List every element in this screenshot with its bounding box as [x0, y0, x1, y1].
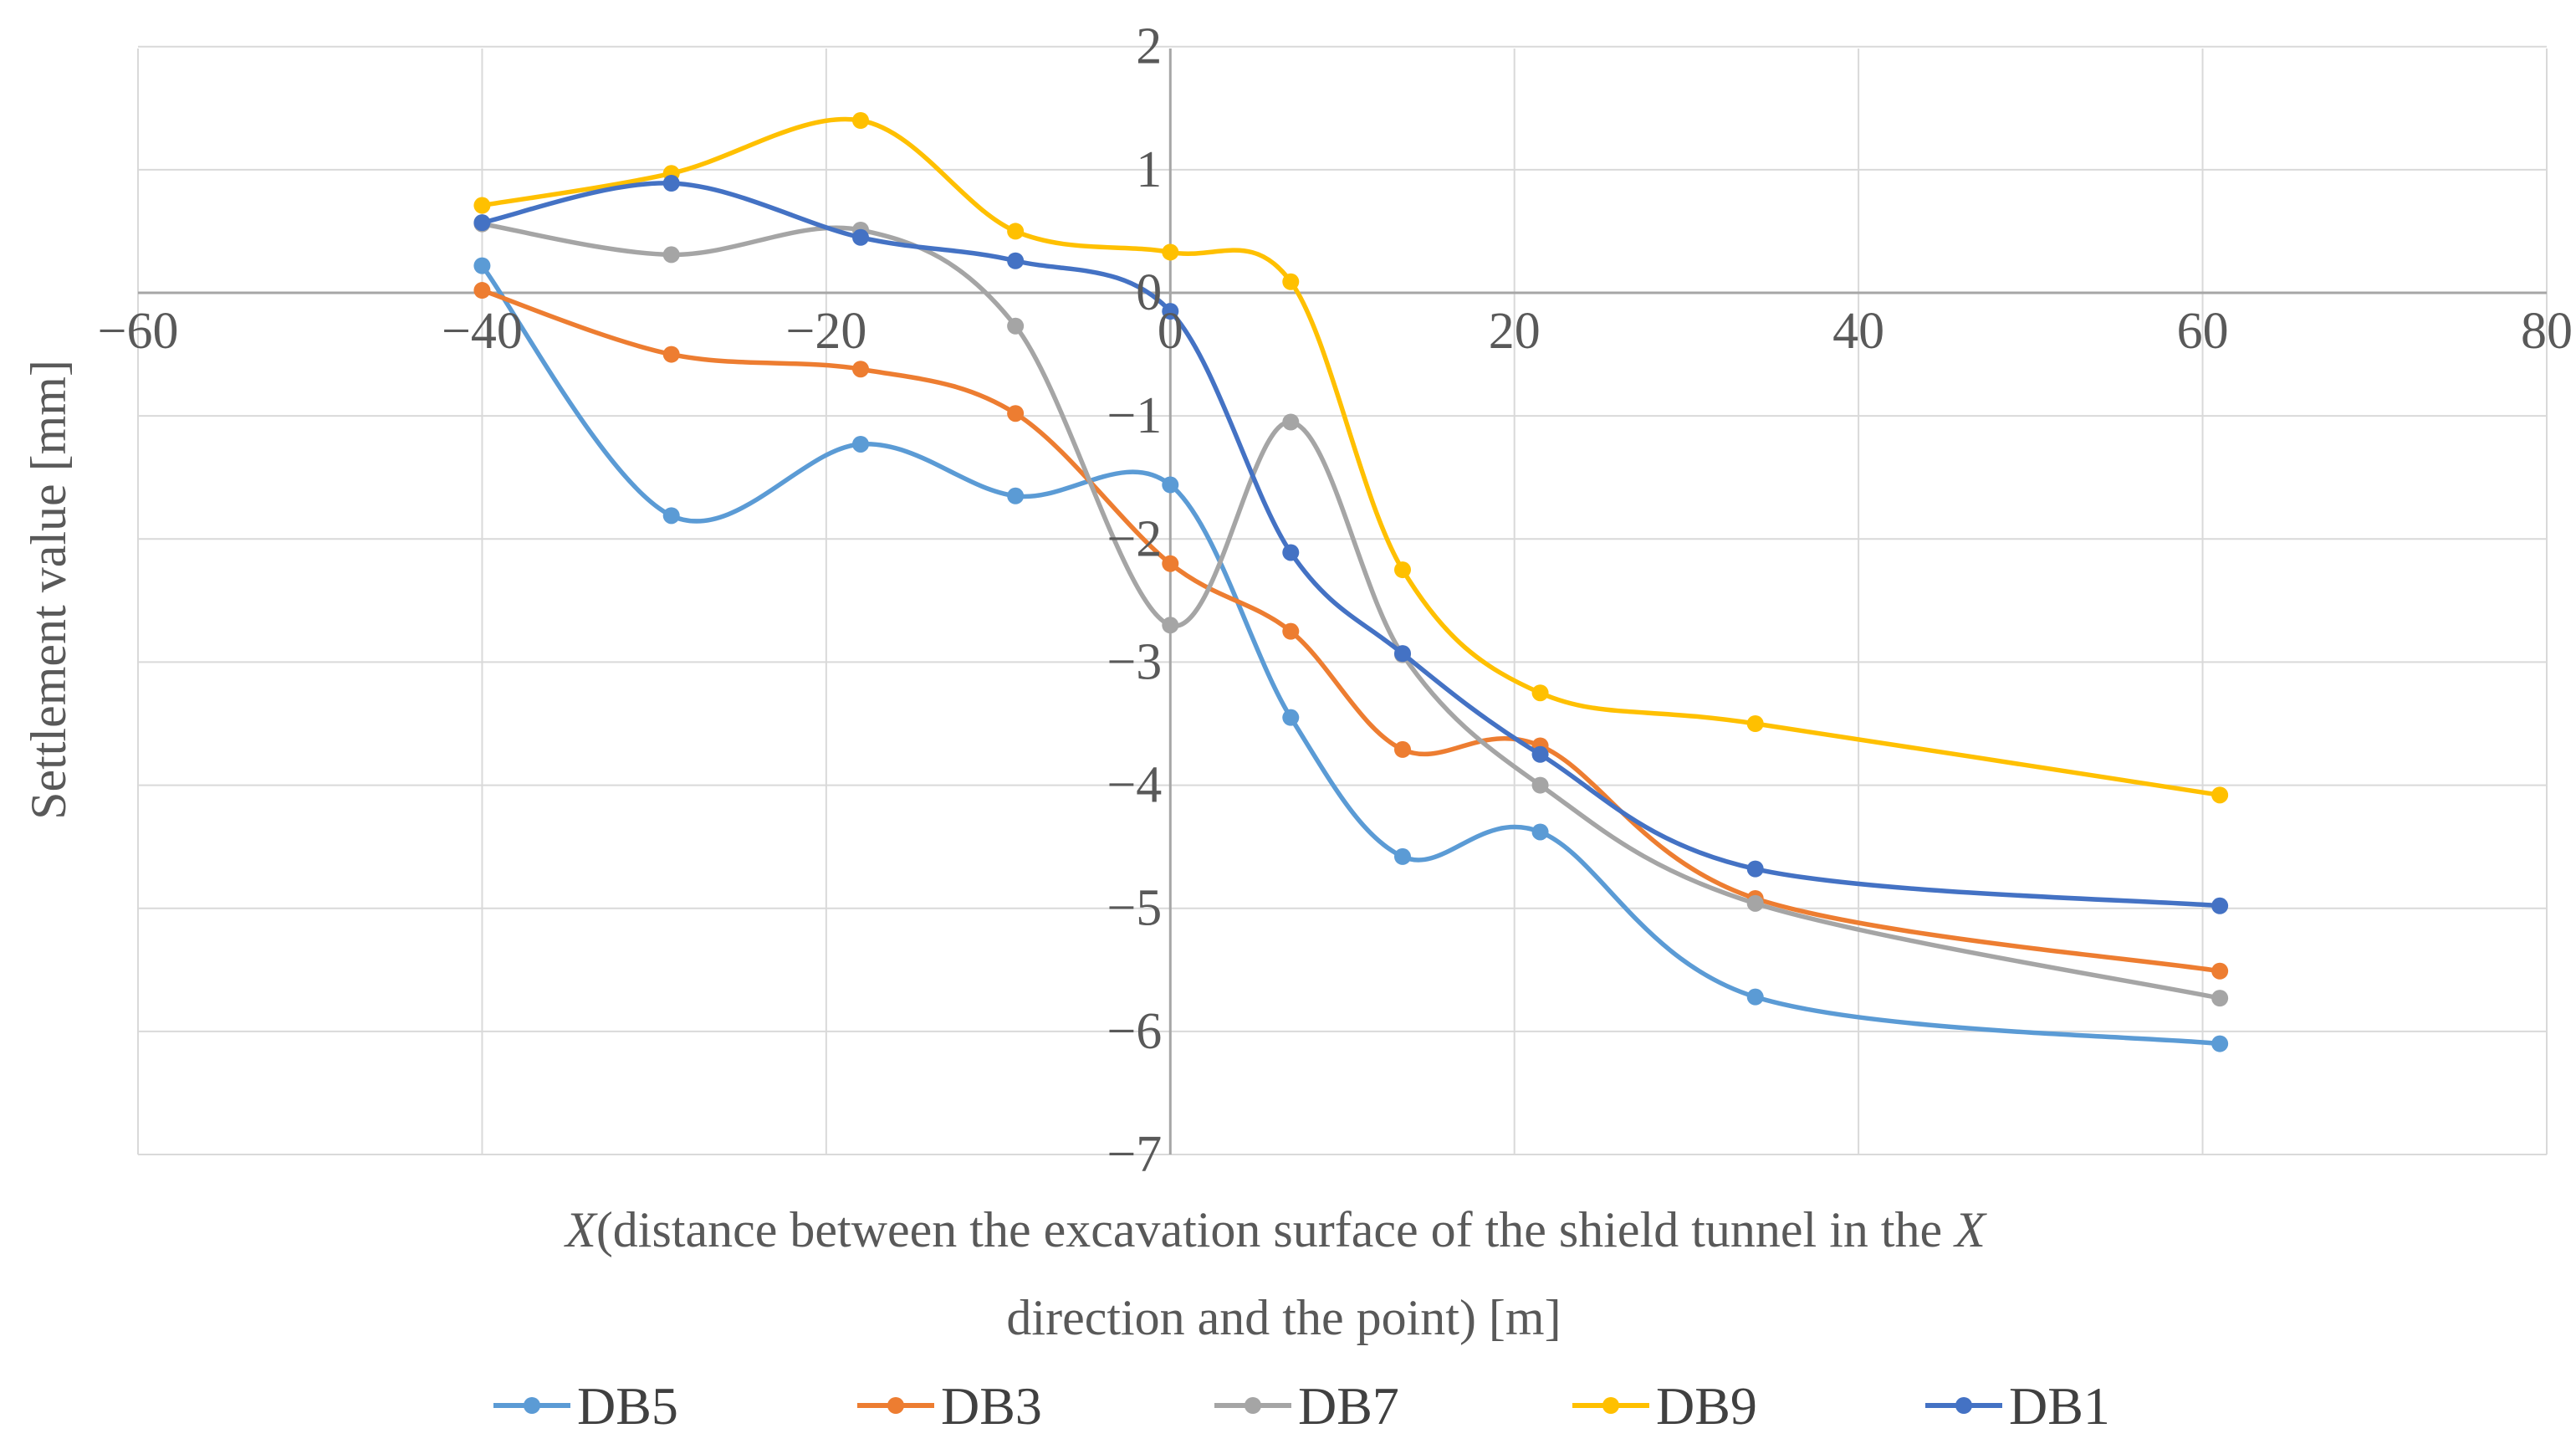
data-point-db9	[1282, 273, 1300, 290]
series-line-db7	[479, 221, 2222, 1001]
data-point-db9	[2211, 786, 2229, 804]
data-point-db9	[1394, 561, 1411, 579]
legend-swatch-marker	[1955, 1397, 1972, 1414]
data-point-db7	[2211, 990, 2229, 1007]
legend-item-db5: DB5	[493, 1376, 678, 1436]
data-point-db3	[473, 282, 491, 300]
legend-swatch-marker	[887, 1397, 904, 1414]
data-point-db5	[1282, 709, 1300, 726]
series-db5	[473, 257, 2229, 1052]
data-point-db5	[2211, 1035, 2229, 1052]
plot-area	[138, 49, 2547, 1154]
series-db1	[473, 175, 2229, 914]
legend-label: DB5	[577, 1376, 678, 1436]
series-db9	[473, 112, 2229, 804]
data-point-db9	[1531, 684, 1549, 702]
data-point-db5	[1394, 847, 1411, 865]
x-tick-label: −40	[442, 303, 523, 360]
data-point-db1	[852, 228, 869, 246]
legend: DB5 DB3 DB7 DB9 DB1	[493, 1376, 2110, 1436]
data-point-db5	[1007, 487, 1025, 504]
data-point-db1	[1531, 745, 1549, 763]
y-tick-label: −4	[1107, 757, 1162, 814]
y-tick-label: 2	[1136, 18, 1162, 75]
x-axis-label-line2: direction and the point) [m]	[1006, 1290, 1561, 1345]
x-axis-label-italic-x: X	[564, 1202, 598, 1257]
data-point-db9	[473, 197, 491, 214]
legend-item-db7: DB7	[1214, 1376, 1399, 1436]
y-tick-label: −2	[1107, 510, 1162, 567]
data-point-db5	[1746, 988, 1764, 1006]
x-tick-label: 20	[1489, 303, 1541, 360]
data-point-db7	[662, 246, 680, 264]
y-tick-label: 0	[1136, 264, 1162, 321]
data-point-db1	[1162, 303, 1179, 320]
gridlines	[137, 45, 2548, 1155]
x-axis-label-italic-x2: X	[1953, 1202, 1987, 1257]
legend-swatch-marker	[524, 1397, 540, 1414]
series-line-db5	[479, 263, 2222, 1047]
legend-item-db1: DB1	[1925, 1376, 2110, 1436]
data-point-db7	[1531, 776, 1549, 794]
data-point-db1	[1394, 645, 1411, 663]
data-point-db5	[1162, 476, 1179, 494]
x-tick-label: 0	[1158, 303, 1183, 360]
data-point-db3	[2211, 962, 2229, 980]
x-tick-label: 60	[2177, 303, 2229, 360]
legend-swatch-marker	[1245, 1397, 1261, 1414]
y-tick-label: −1	[1107, 387, 1162, 444]
data-point-db9	[1162, 243, 1179, 261]
x-axis-label-mid: (distance between the excavation surface…	[596, 1202, 1955, 1257]
y-axis-label: Settlement value [mm]	[21, 360, 76, 820]
x-tick-label: 40	[1832, 303, 1884, 360]
data-point-db5	[1531, 823, 1549, 841]
x-tick-label: 80	[2521, 303, 2573, 360]
data-point-db5	[473, 257, 491, 274]
x-axis-label-line1: X(distance between the excavation surfac…	[564, 1202, 1987, 1257]
data-point-db3	[1162, 555, 1179, 572]
data-point-db9	[1746, 715, 1764, 732]
legend-label: DB9	[1656, 1376, 1757, 1436]
legend-label: DB7	[1298, 1376, 1399, 1436]
x-tick-label: −20	[785, 303, 866, 360]
data-point-db5	[662, 507, 680, 525]
data-point-db1	[1282, 544, 1300, 561]
data-point-db3	[1394, 740, 1411, 758]
data-point-db3	[1007, 405, 1025, 422]
x-tick-labels: −60 −40 −20 0 20 40 60 80	[98, 303, 2573, 360]
data-point-db5	[852, 435, 869, 453]
legend-label: DB1	[2009, 1376, 2110, 1436]
y-tick-label: −6	[1107, 1003, 1162, 1060]
data-point-db3	[852, 361, 869, 378]
data-point-db3	[1282, 622, 1300, 640]
data-point-db1	[1746, 860, 1764, 878]
data-point-db1	[662, 175, 680, 192]
y-tick-label: −5	[1107, 880, 1162, 937]
series-line-db3	[479, 288, 2222, 974]
data-point-db7	[1162, 617, 1179, 634]
data-point-db7	[1282, 413, 1300, 431]
data-point-db1	[2211, 897, 2229, 914]
y-tick-label: 1	[1136, 141, 1162, 198]
series-line-db1	[479, 181, 2222, 909]
series-db3	[473, 282, 2229, 980]
x-tick-label: −60	[98, 303, 179, 360]
legend-item-db9: DB9	[1572, 1376, 1757, 1436]
data-point-db1	[473, 214, 491, 232]
data-point-db9	[1007, 223, 1025, 240]
data-point-db7	[1746, 894, 1764, 912]
legend-label: DB3	[941, 1376, 1042, 1436]
legend-item-db3: DB3	[857, 1376, 1042, 1436]
legend-swatch-marker	[1602, 1397, 1619, 1414]
y-tick-labels: 2 1 0 −1 −2 −3 −4 −5 −6 −7	[1107, 18, 1162, 1183]
data-point-db7	[1007, 317, 1025, 335]
data-point-db1	[1007, 252, 1025, 269]
data-point-db9	[852, 112, 869, 129]
y-tick-label: −3	[1107, 633, 1162, 690]
y-tick-label: −7	[1107, 1126, 1162, 1183]
data-point-db3	[662, 346, 680, 363]
series-group	[473, 112, 2229, 1052]
